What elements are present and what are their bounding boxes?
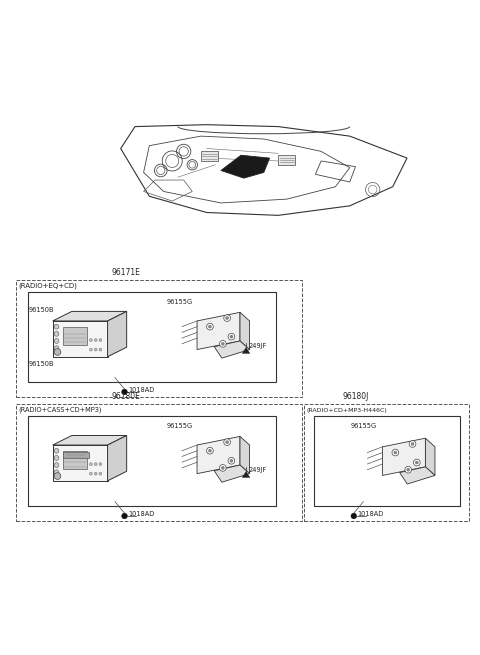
Polygon shape (197, 436, 240, 474)
Circle shape (351, 513, 357, 519)
Polygon shape (240, 436, 250, 474)
Polygon shape (53, 311, 127, 321)
Circle shape (99, 472, 102, 475)
Bar (63, 452, 89, 458)
Circle shape (230, 459, 233, 462)
Circle shape (219, 341, 226, 347)
Circle shape (219, 464, 226, 471)
Polygon shape (53, 445, 108, 481)
Bar (314, 416, 459, 506)
Polygon shape (278, 155, 295, 165)
Circle shape (228, 457, 235, 464)
Polygon shape (53, 436, 127, 445)
Bar (28, 416, 276, 506)
Circle shape (208, 326, 211, 328)
Text: (RADIO+CD+MP3-H446C): (RADIO+CD+MP3-H446C) (307, 409, 387, 413)
Circle shape (99, 462, 102, 466)
Polygon shape (214, 341, 250, 358)
Circle shape (94, 472, 97, 475)
Text: (RADIO+EQ+CD): (RADIO+EQ+CD) (18, 283, 77, 290)
Bar (16, 280, 302, 397)
Circle shape (54, 348, 61, 355)
Polygon shape (383, 438, 425, 476)
Circle shape (224, 439, 230, 445)
Polygon shape (214, 465, 250, 482)
Polygon shape (400, 467, 435, 484)
Text: 96180J: 96180J (343, 392, 369, 401)
Bar (63, 451, 87, 469)
Circle shape (99, 339, 102, 341)
Text: (RADIO+CASS+CD+MP3): (RADIO+CASS+CD+MP3) (18, 407, 102, 413)
Text: 96155G: 96155G (167, 423, 193, 430)
Bar (28, 291, 276, 383)
Polygon shape (53, 321, 108, 357)
Circle shape (226, 441, 228, 443)
Text: 249JF: 249JF (248, 343, 267, 348)
Circle shape (226, 316, 228, 320)
Circle shape (415, 461, 418, 464)
Polygon shape (201, 151, 218, 161)
Circle shape (54, 462, 59, 468)
Circle shape (89, 462, 92, 466)
Circle shape (221, 343, 224, 345)
Polygon shape (425, 438, 435, 476)
Circle shape (54, 331, 59, 336)
Text: 1018AD: 1018AD (128, 387, 155, 394)
Circle shape (409, 441, 416, 447)
Circle shape (54, 346, 59, 350)
Circle shape (392, 449, 399, 456)
Bar (16, 404, 302, 521)
Text: 1018AD: 1018AD (128, 512, 155, 517)
Text: 96155G: 96155G (350, 423, 376, 430)
Circle shape (94, 462, 97, 466)
Polygon shape (240, 312, 250, 350)
Circle shape (54, 339, 59, 343)
Circle shape (54, 455, 59, 460)
Circle shape (206, 447, 213, 454)
Circle shape (89, 339, 92, 341)
Circle shape (208, 449, 211, 452)
Circle shape (94, 339, 97, 341)
Circle shape (394, 451, 397, 454)
Circle shape (206, 324, 213, 330)
Text: 96150B: 96150B (29, 361, 54, 367)
Polygon shape (221, 155, 270, 178)
Polygon shape (197, 312, 240, 350)
Text: 1018AD: 1018AD (358, 512, 384, 517)
Circle shape (407, 468, 409, 471)
Circle shape (121, 513, 127, 519)
Text: 249JF: 249JF (248, 466, 267, 473)
Text: 96155G: 96155G (167, 299, 193, 305)
Circle shape (94, 348, 97, 351)
Circle shape (411, 443, 414, 445)
Circle shape (221, 466, 224, 470)
Circle shape (89, 472, 92, 475)
Circle shape (54, 473, 61, 479)
Circle shape (54, 470, 59, 475)
Circle shape (405, 466, 411, 473)
Text: 96171E: 96171E (111, 268, 140, 277)
Text: 96150B: 96150B (29, 307, 54, 312)
Circle shape (413, 459, 420, 466)
Circle shape (228, 333, 235, 340)
Circle shape (121, 389, 127, 395)
Polygon shape (242, 472, 250, 477)
Circle shape (54, 324, 59, 329)
Circle shape (89, 348, 92, 351)
Text: 96180E: 96180E (111, 392, 140, 401)
Polygon shape (242, 348, 250, 353)
Circle shape (230, 335, 233, 338)
Circle shape (99, 348, 102, 351)
Circle shape (224, 314, 230, 322)
Bar (304, 404, 469, 521)
Circle shape (54, 449, 59, 453)
Bar (63, 327, 87, 345)
Polygon shape (108, 436, 127, 481)
Polygon shape (108, 311, 127, 357)
